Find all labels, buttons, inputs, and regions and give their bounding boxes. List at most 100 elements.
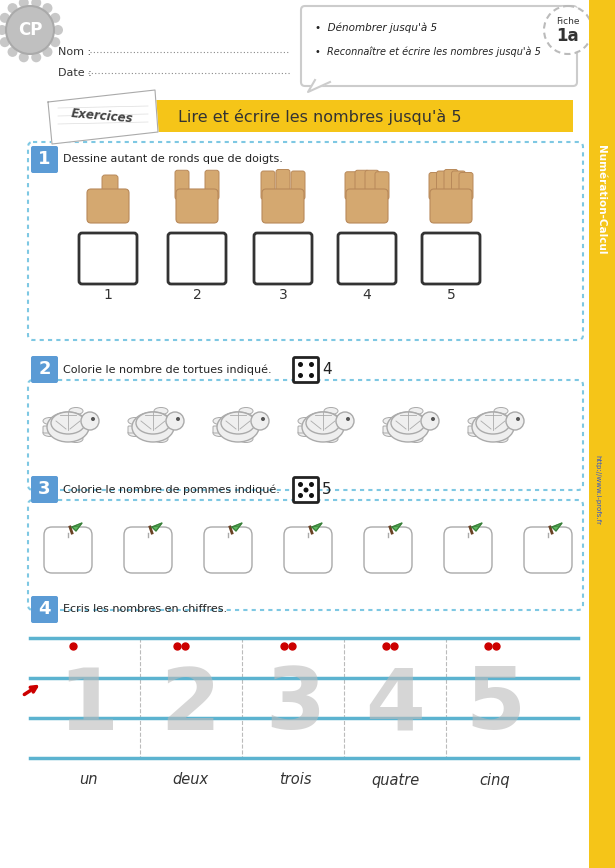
Ellipse shape	[302, 412, 344, 442]
Text: deux: deux	[172, 773, 208, 787]
FancyBboxPatch shape	[204, 527, 252, 573]
Text: 1a: 1a	[557, 27, 579, 45]
Ellipse shape	[217, 412, 259, 442]
Ellipse shape	[154, 407, 168, 415]
Ellipse shape	[213, 418, 227, 424]
FancyBboxPatch shape	[213, 426, 223, 433]
Ellipse shape	[472, 412, 514, 442]
Circle shape	[544, 6, 592, 54]
FancyBboxPatch shape	[128, 426, 138, 433]
Text: •  Reconnaître et écrire les nombres jusqu'à 5: • Reconnaître et écrire les nombres jusq…	[315, 47, 541, 57]
Text: 2: 2	[160, 665, 220, 747]
Circle shape	[53, 25, 63, 35]
Ellipse shape	[213, 430, 227, 437]
Ellipse shape	[494, 436, 508, 443]
Circle shape	[298, 482, 303, 487]
FancyBboxPatch shape	[346, 189, 388, 223]
Circle shape	[81, 412, 99, 430]
FancyBboxPatch shape	[383, 426, 393, 433]
FancyBboxPatch shape	[420, 417, 432, 426]
FancyBboxPatch shape	[87, 189, 129, 223]
FancyBboxPatch shape	[124, 527, 172, 573]
Text: 5: 5	[465, 665, 525, 747]
FancyBboxPatch shape	[262, 189, 304, 223]
Circle shape	[166, 412, 184, 430]
Polygon shape	[472, 523, 482, 531]
Polygon shape	[392, 523, 402, 531]
Ellipse shape	[43, 430, 57, 437]
Circle shape	[31, 52, 41, 62]
Ellipse shape	[409, 407, 423, 415]
Ellipse shape	[128, 430, 142, 437]
Ellipse shape	[128, 418, 142, 424]
FancyBboxPatch shape	[335, 417, 347, 426]
FancyBboxPatch shape	[345, 172, 359, 200]
Text: 4: 4	[322, 363, 332, 378]
FancyBboxPatch shape	[165, 417, 177, 426]
Circle shape	[0, 13, 10, 23]
Text: 1: 1	[38, 150, 51, 168]
Ellipse shape	[69, 436, 83, 443]
Ellipse shape	[383, 430, 397, 437]
Ellipse shape	[387, 412, 429, 442]
Circle shape	[516, 417, 520, 421]
Ellipse shape	[154, 436, 168, 443]
Ellipse shape	[391, 412, 425, 434]
Ellipse shape	[409, 436, 423, 443]
FancyBboxPatch shape	[293, 477, 319, 503]
Ellipse shape	[298, 418, 312, 424]
FancyBboxPatch shape	[293, 358, 319, 383]
Ellipse shape	[324, 436, 338, 443]
FancyBboxPatch shape	[175, 170, 189, 200]
FancyBboxPatch shape	[365, 170, 379, 200]
Text: 5: 5	[322, 483, 332, 497]
FancyBboxPatch shape	[298, 426, 308, 433]
FancyBboxPatch shape	[468, 426, 478, 433]
Circle shape	[251, 412, 269, 430]
Text: trois: trois	[279, 773, 311, 787]
Text: 3: 3	[279, 288, 287, 302]
Ellipse shape	[136, 412, 170, 434]
Circle shape	[91, 417, 95, 421]
FancyBboxPatch shape	[429, 173, 443, 200]
Ellipse shape	[239, 436, 253, 443]
FancyBboxPatch shape	[261, 171, 275, 200]
Text: http://www.i-profs.fr: http://www.i-profs.fr	[594, 455, 600, 525]
Circle shape	[31, 0, 41, 8]
FancyBboxPatch shape	[524, 527, 572, 573]
Text: cinq: cinq	[480, 773, 510, 787]
FancyBboxPatch shape	[205, 170, 219, 200]
Text: Colorie le nombre de pommes indiqué.: Colorie le nombre de pommes indiqué.	[63, 484, 280, 495]
Circle shape	[336, 412, 354, 430]
FancyBboxPatch shape	[43, 426, 53, 433]
FancyBboxPatch shape	[31, 476, 58, 503]
FancyBboxPatch shape	[284, 527, 332, 573]
Text: CP: CP	[18, 21, 42, 39]
Circle shape	[50, 13, 60, 23]
Circle shape	[50, 37, 60, 47]
Circle shape	[309, 373, 314, 378]
FancyBboxPatch shape	[301, 6, 577, 86]
Text: 2: 2	[38, 360, 51, 378]
Text: Exercices: Exercices	[70, 107, 133, 125]
FancyBboxPatch shape	[459, 173, 473, 200]
Text: 1: 1	[103, 288, 113, 302]
FancyBboxPatch shape	[102, 175, 118, 199]
Circle shape	[176, 417, 180, 421]
Polygon shape	[312, 523, 322, 531]
Polygon shape	[552, 523, 562, 531]
Ellipse shape	[239, 407, 253, 415]
Circle shape	[421, 412, 439, 430]
Circle shape	[7, 3, 18, 13]
FancyBboxPatch shape	[375, 172, 389, 200]
Text: Fiche: Fiche	[556, 17, 580, 27]
FancyBboxPatch shape	[355, 170, 369, 200]
Text: •  Dénombrer jusqu'à 5: • Dénombrer jusqu'à 5	[315, 23, 437, 33]
Polygon shape	[48, 90, 158, 144]
Circle shape	[298, 362, 303, 367]
Text: 1: 1	[58, 665, 118, 747]
Polygon shape	[232, 523, 242, 531]
Text: 4: 4	[38, 601, 51, 619]
FancyBboxPatch shape	[168, 233, 226, 284]
FancyBboxPatch shape	[176, 189, 218, 223]
